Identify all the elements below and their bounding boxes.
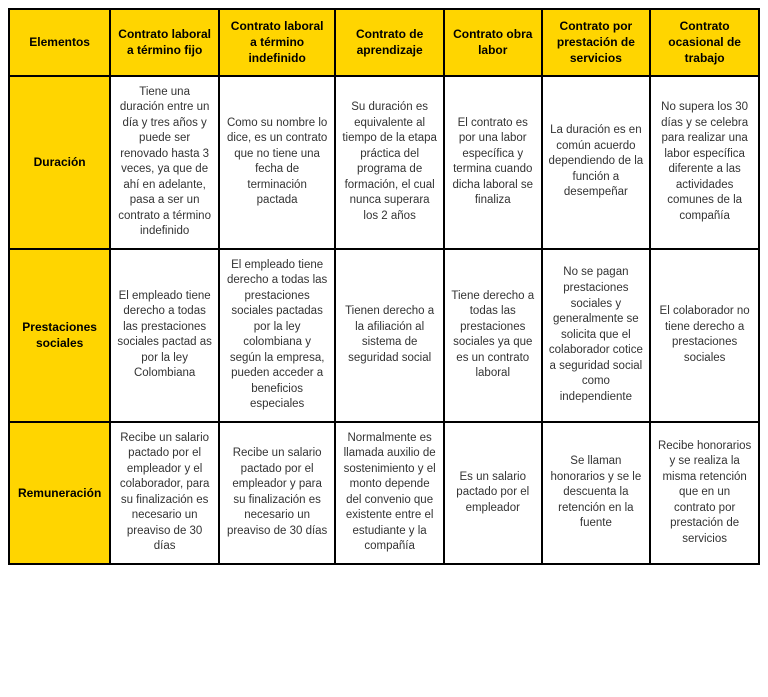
table-cell: El colaborador no tiene derecho a presta… [650,249,759,422]
row-header: Remuneración [9,422,110,564]
table-cell: Tienen derecho a la afiliación al sistem… [335,249,444,422]
table-cell: No supera los 30 días y se celebra para … [650,76,759,249]
col-header: Contrato laboral a término fijo [110,9,219,76]
row-header: Duración [9,76,110,249]
table-cell: La duración es en común acuerdo dependie… [542,76,651,249]
table-cell: Tiene derecho a todas las prestaciones s… [444,249,542,422]
corner-header: Elementos [9,9,110,76]
table-cell: Recibe honorarios y se realiza la misma … [650,422,759,564]
table-cell: Normalmente es llamada auxilio de sosten… [335,422,444,564]
table-row: Remuneración Recibe un salario pactado p… [9,422,759,564]
table-cell: Tiene una duración entre un día y tres a… [110,76,219,249]
col-header: Contrato laboral a término indefinido [219,9,335,76]
row-header: Prestaciones sociales [9,249,110,422]
table-cell: No se pagan prestaciones sociales y gene… [542,249,651,422]
table-cell: Su duración es equivalente al tiempo de … [335,76,444,249]
header-row: Elementos Contrato laboral a término fij… [9,9,759,76]
table-cell: Recibe un salario pactado por el emplead… [219,422,335,564]
table-cell: Es un salario pactado por el empleador [444,422,542,564]
contract-comparison-table: Elementos Contrato laboral a término fij… [8,8,760,565]
table-cell: El empleado tiene derecho a todas las pr… [110,249,219,422]
table-cell: El contrato es por una labor específica … [444,76,542,249]
table-row: Duración Tiene una duración entre un día… [9,76,759,249]
col-header: Contrato de aprendizaje [335,9,444,76]
table-cell: Recibe un salario pactado por el emplead… [110,422,219,564]
table-cell: Como su nombre lo dice, es un contrato q… [219,76,335,249]
table-row: Prestaciones sociales El empleado tiene … [9,249,759,422]
table-cell: Se llaman honorarios y se le descuenta l… [542,422,651,564]
col-header: Contrato ocasional de trabajo [650,9,759,76]
col-header: Contrato por prestación de servicios [542,9,651,76]
table-cell: El empleado tiene derecho a todas las pr… [219,249,335,422]
col-header: Contrato obra labor [444,9,542,76]
